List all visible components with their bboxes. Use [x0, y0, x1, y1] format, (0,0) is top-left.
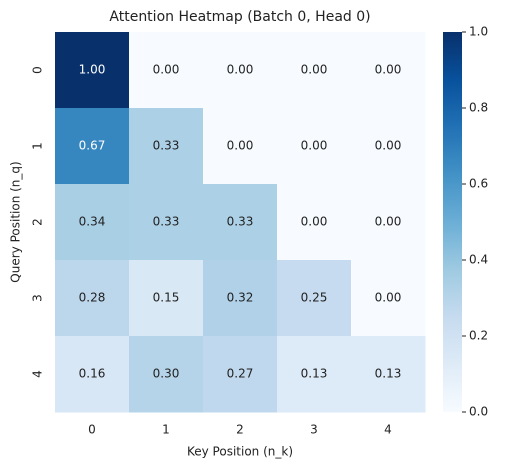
heatmap-cell — [55, 336, 130, 413]
x-tick-label: 1 — [162, 423, 170, 437]
cell-label: 0.00 — [301, 139, 328, 153]
heatmap-cell — [129, 108, 204, 185]
cell-label: 0.13 — [375, 367, 402, 381]
heatmap-cell — [129, 32, 204, 109]
colorbar-tick-label: 0.0 — [469, 405, 488, 419]
heatmap-cell — [351, 336, 426, 413]
y-tick-label: 0 — [31, 66, 45, 74]
chart-title: Attention Heatmap (Batch 0, Head 0) — [109, 9, 370, 25]
heatmap-cell — [277, 108, 352, 185]
heatmap-cell — [203, 336, 278, 413]
y-tick-label: 4 — [31, 370, 45, 378]
cell-label: 0.25 — [301, 291, 328, 305]
heatmap-cell — [277, 260, 352, 337]
x-tick-label: 0 — [88, 423, 96, 437]
colorbar-tick-label: 1.0 — [469, 25, 488, 39]
x-tick-label: 4 — [384, 423, 392, 437]
y-tick-label: 2 — [31, 218, 45, 226]
heatmap-cell — [351, 260, 426, 337]
colorbar-tick-label: 0.4 — [469, 253, 488, 267]
y-tick-label: 3 — [31, 294, 45, 302]
x-axis-label: Key Position (n_k) — [187, 445, 293, 459]
x-tick-label: 2 — [236, 423, 244, 437]
heatmap-cell — [129, 336, 204, 413]
heatmap-cell — [203, 260, 278, 337]
heatmap-cell — [203, 32, 278, 109]
y-tick-label: 1 — [31, 142, 45, 150]
heatmap-cell — [129, 260, 204, 337]
cell-label: 1.00 — [79, 63, 106, 77]
heatmap-cell — [203, 108, 278, 185]
heatmap-cell — [55, 108, 130, 185]
cell-label: 0.30 — [153, 367, 180, 381]
cell-label: 0.00 — [375, 291, 402, 305]
cell-label: 0.00 — [227, 63, 254, 77]
cell-label: 0.33 — [227, 215, 254, 229]
x-tick-label: 3 — [310, 423, 318, 437]
cell-label: 0.16 — [79, 367, 106, 381]
cell-label: 0.27 — [227, 367, 254, 381]
cell-label: 0.33 — [153, 139, 180, 153]
heatmap-cell — [129, 184, 204, 261]
colorbar-tick-label: 0.6 — [469, 177, 488, 191]
cell-label: 0.34 — [79, 215, 106, 229]
cell-label: 0.13 — [301, 367, 328, 381]
heatmap-cell — [55, 32, 130, 109]
y-axis-label: Query Position (n_q) — [9, 161, 23, 282]
heatmap-cell — [351, 184, 426, 261]
heatmap-cell — [55, 184, 130, 261]
colorbar — [443, 32, 462, 412]
cell-label: 0.33 — [153, 215, 180, 229]
cell-label: 0.28 — [79, 291, 106, 305]
cell-label: 0.00 — [227, 139, 254, 153]
heatmap-cell — [351, 32, 426, 109]
heatmap-cell — [351, 108, 426, 185]
cell-label: 0.00 — [375, 63, 402, 77]
cell-label: 0.15 — [153, 291, 180, 305]
heatmap-cell — [277, 336, 352, 413]
heatmap-cell — [203, 184, 278, 261]
cell-label: 0.00 — [301, 63, 328, 77]
cell-label: 0.00 — [375, 139, 402, 153]
cell-label: 0.00 — [301, 215, 328, 229]
cell-label: 0.32 — [227, 291, 254, 305]
colorbar-tick-label: 0.2 — [469, 329, 488, 343]
cell-label: 0.67 — [79, 139, 106, 153]
colorbar-tick-label: 0.8 — [469, 101, 488, 115]
cell-label: 0.00 — [153, 63, 180, 77]
heatmap-cell — [55, 260, 130, 337]
heatmap-cell — [277, 32, 352, 109]
heatmap-cell — [277, 184, 352, 261]
cell-label: 0.00 — [375, 215, 402, 229]
